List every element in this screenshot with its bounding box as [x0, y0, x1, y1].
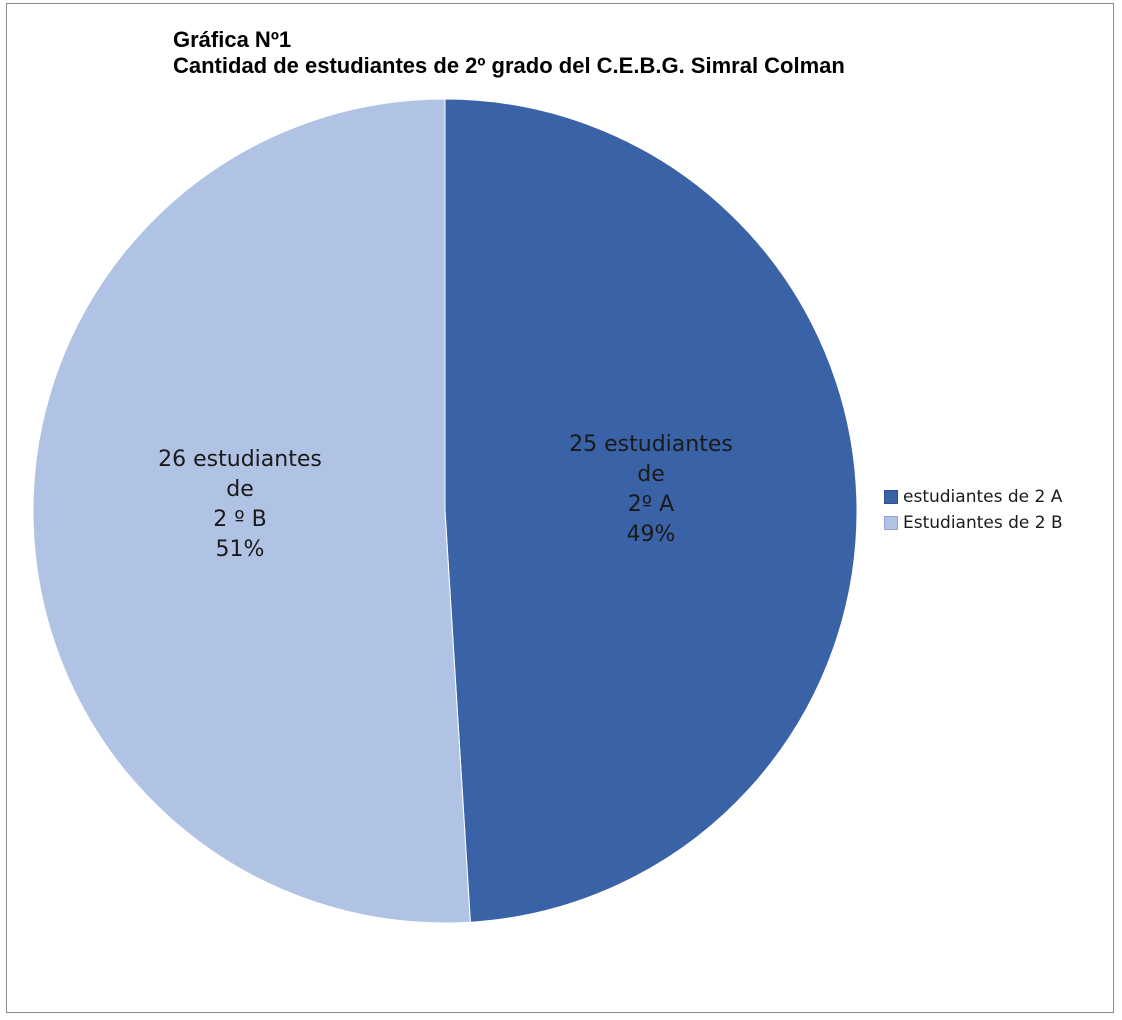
slice-label-line: 2 º B: [213, 507, 266, 532]
legend-swatch: [884, 516, 898, 530]
legend-item-2: Estudiantes de 2 B: [884, 510, 1063, 536]
pie-slice-1: [444, 98, 858, 923]
slice-label-line: 51%: [216, 537, 265, 562]
legend-label: estudiantes de 2 A: [903, 487, 1063, 507]
slice-label-line: de: [226, 477, 254, 502]
slice-label-line: 26 estudiantes: [158, 447, 322, 472]
chart-subtitle: Cantidad de estudiantes de 2º grado del …: [173, 53, 845, 78]
slice-data-label-1: 25 estudiantes de 2º A 49%: [569, 432, 733, 547]
legend-label: Estudiantes de 2 B: [903, 513, 1063, 533]
slice-label-line: 25 estudiantes: [569, 432, 733, 457]
legend-swatch: [884, 490, 898, 504]
chart-title: Gráfica Nº1: [173, 27, 292, 52]
slice-data-label-2: 26 estudiantes de 2 º B 51%: [158, 447, 322, 562]
pie-slice-2: [32, 98, 471, 924]
chart-title-block: Gráfica Nº1 Cantidad de estudiantes de 2…: [173, 27, 845, 79]
slice-label-line: de: [637, 462, 665, 487]
slice-label-line: 49%: [627, 522, 676, 547]
slice-label-line: 2º A: [628, 492, 674, 517]
chart-legend: estudiantes de 2 A Estudiantes de 2 B: [884, 484, 1063, 536]
legend-item-1: estudiantes de 2 A: [884, 484, 1063, 510]
